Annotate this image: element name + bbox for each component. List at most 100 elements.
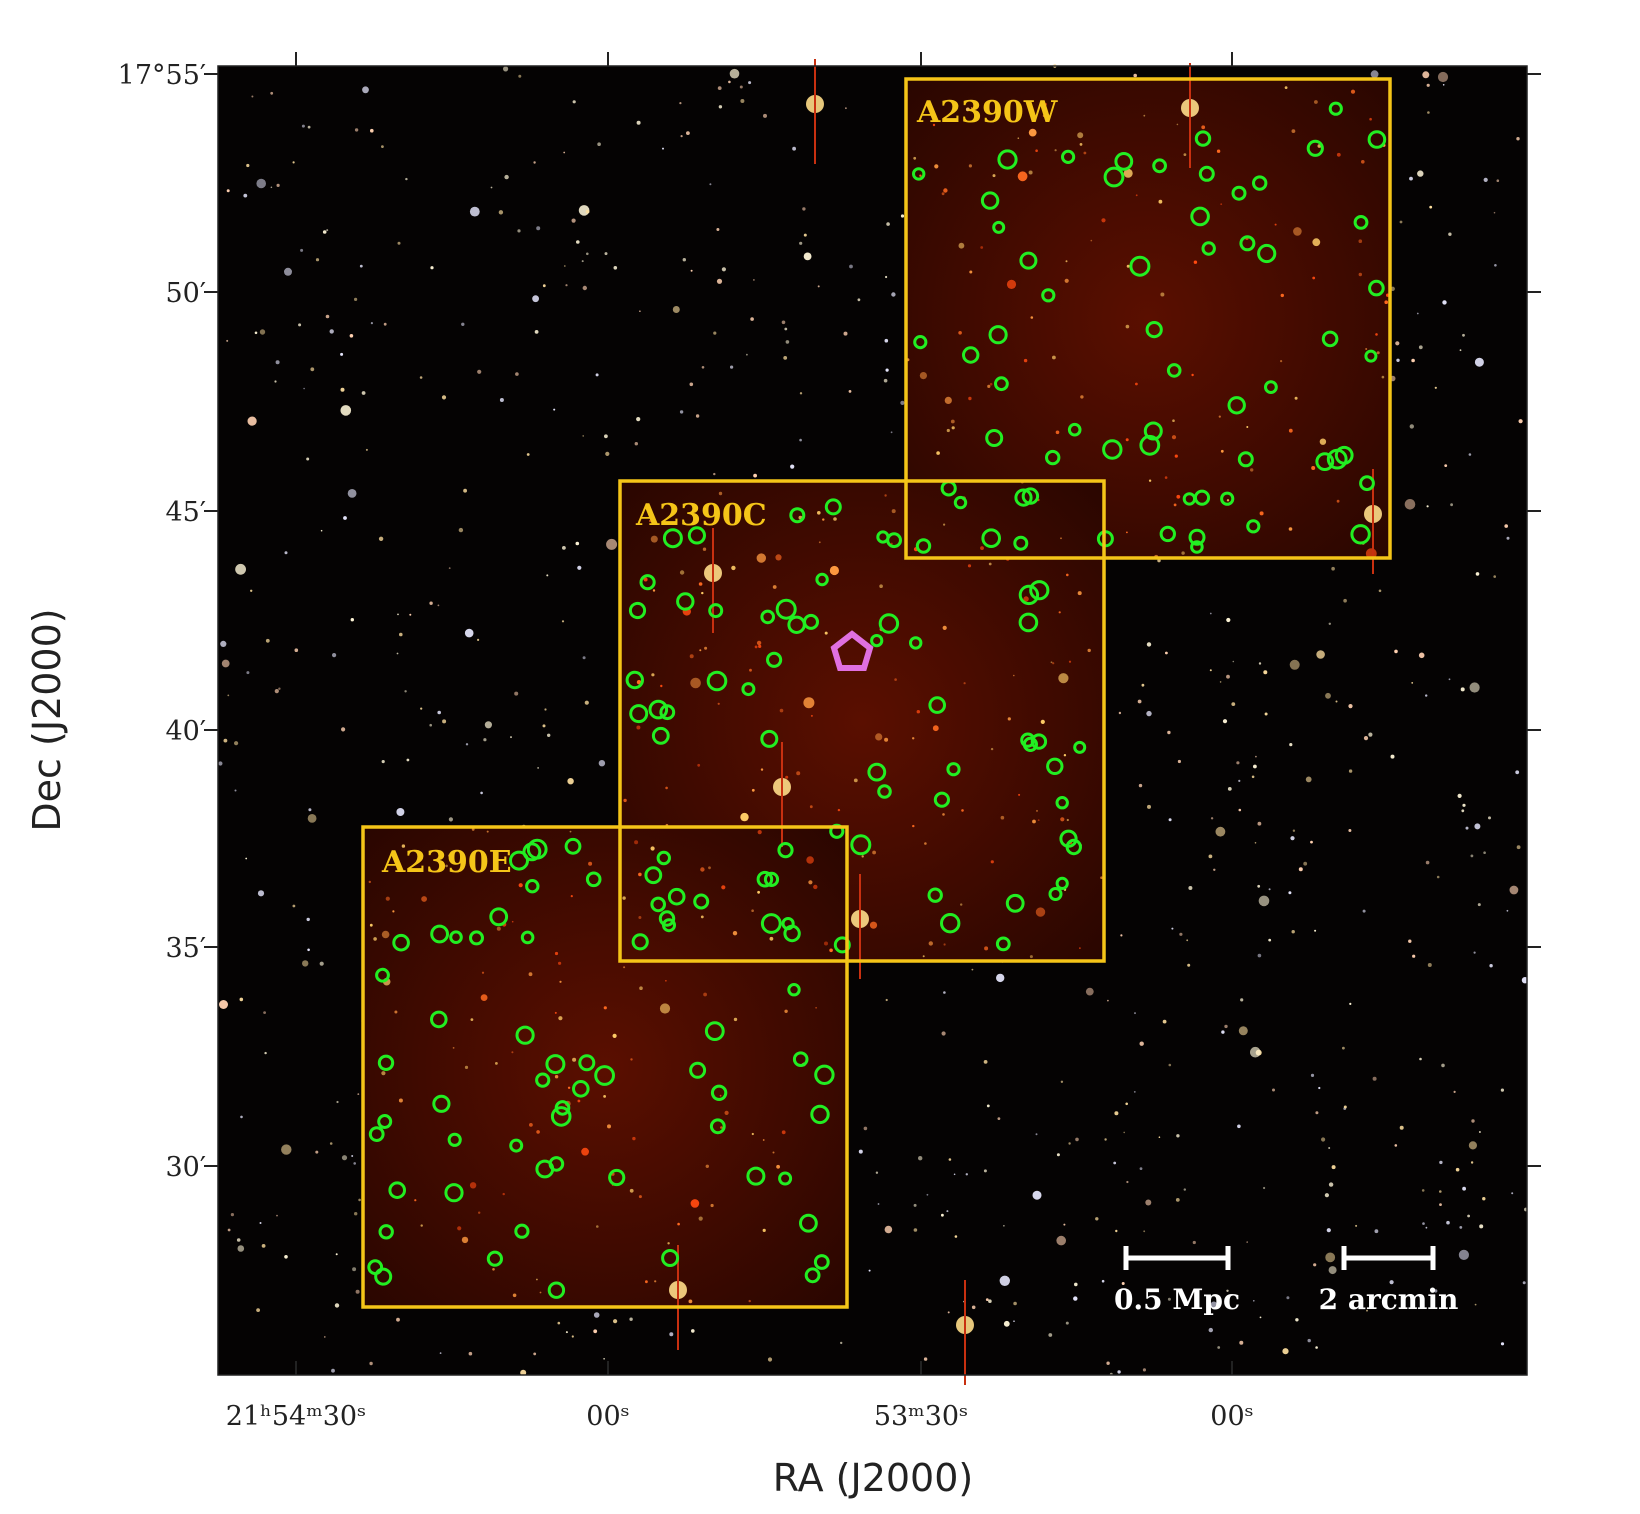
star bbox=[478, 1211, 481, 1214]
star bbox=[837, 808, 841, 812]
star bbox=[947, 1311, 950, 1314]
star bbox=[546, 574, 549, 577]
star bbox=[713, 472, 716, 476]
star bbox=[1384, 300, 1388, 305]
star bbox=[1030, 316, 1034, 319]
member-galaxy bbox=[545, 1054, 566, 1075]
star bbox=[230, 1213, 234, 1217]
star bbox=[340, 352, 344, 356]
star bbox=[1058, 673, 1069, 684]
star bbox=[461, 322, 465, 326]
star bbox=[751, 788, 755, 792]
x-tick-label: 21ʰ54ᵐ30ˢ bbox=[226, 1401, 366, 1432]
star bbox=[916, 710, 920, 714]
star bbox=[1369, 117, 1372, 121]
member-galaxy bbox=[1315, 452, 1335, 472]
star bbox=[1043, 102, 1047, 106]
star bbox=[481, 971, 485, 974]
star bbox=[1135, 382, 1138, 386]
star bbox=[1113, 1161, 1117, 1165]
star bbox=[1017, 137, 1020, 139]
star bbox=[565, 1331, 568, 1334]
star bbox=[781, 320, 786, 325]
star bbox=[1274, 223, 1277, 226]
member-galaxy bbox=[631, 933, 649, 951]
star bbox=[486, 830, 489, 833]
star bbox=[629, 1317, 633, 1321]
star bbox=[1516, 845, 1521, 850]
star bbox=[1409, 424, 1415, 429]
star bbox=[813, 884, 818, 890]
member-galaxy bbox=[1048, 887, 1063, 901]
star bbox=[439, 1352, 442, 1354]
star bbox=[542, 284, 546, 288]
member-galaxy bbox=[430, 1010, 448, 1029]
member-galaxy bbox=[1018, 584, 1040, 606]
star bbox=[1209, 612, 1212, 615]
star bbox=[1139, 1167, 1143, 1170]
star bbox=[1343, 1105, 1347, 1109]
star bbox=[1395, 341, 1400, 346]
star bbox=[294, 648, 299, 652]
member-galaxy bbox=[995, 936, 1011, 952]
star bbox=[1007, 717, 1011, 721]
star bbox=[420, 707, 423, 710]
star bbox=[1482, 1197, 1486, 1201]
star bbox=[965, 1173, 968, 1176]
member-galaxy bbox=[799, 1213, 818, 1233]
star bbox=[469, 1182, 477, 1189]
star bbox=[1450, 503, 1453, 507]
star bbox=[1474, 823, 1481, 830]
member-galaxy bbox=[810, 1104, 830, 1125]
star bbox=[1427, 963, 1432, 967]
star bbox=[1083, 151, 1087, 155]
star bbox=[414, 1199, 417, 1202]
star bbox=[701, 366, 705, 369]
star bbox=[1133, 1091, 1136, 1093]
star bbox=[1066, 818, 1069, 822]
member-galaxy bbox=[1188, 528, 1206, 546]
member-galaxy bbox=[789, 507, 806, 524]
star bbox=[990, 860, 994, 864]
star bbox=[1003, 1320, 1010, 1327]
star bbox=[784, 327, 788, 331]
member-galaxy bbox=[368, 1126, 385, 1142]
star bbox=[690, 269, 693, 272]
star bbox=[1224, 1024, 1228, 1029]
star bbox=[623, 798, 627, 803]
star bbox=[810, 714, 813, 717]
member-galaxy bbox=[1018, 612, 1039, 633]
star bbox=[884, 1225, 893, 1234]
star bbox=[1183, 153, 1187, 157]
star bbox=[762, 1139, 765, 1141]
star bbox=[960, 903, 963, 906]
star bbox=[1148, 479, 1152, 482]
star bbox=[943, 943, 946, 946]
star bbox=[643, 577, 648, 582]
star bbox=[326, 229, 329, 232]
star bbox=[965, 107, 970, 112]
member-galaxy bbox=[515, 1025, 535, 1045]
star bbox=[733, 1017, 738, 1022]
star bbox=[511, 920, 514, 923]
star bbox=[988, 562, 992, 566]
member-galaxy bbox=[876, 530, 890, 544]
member-galaxy bbox=[1231, 185, 1247, 201]
star bbox=[1175, 1198, 1180, 1202]
star bbox=[651, 673, 655, 677]
star bbox=[469, 206, 480, 217]
star bbox=[1462, 803, 1466, 807]
star bbox=[292, 161, 295, 164]
star bbox=[1238, 779, 1241, 783]
member-galaxy bbox=[877, 784, 892, 799]
star bbox=[1238, 1026, 1248, 1036]
star bbox=[767, 1357, 773, 1362]
star bbox=[1378, 589, 1382, 593]
star bbox=[1077, 591, 1082, 596]
star bbox=[518, 74, 522, 78]
star bbox=[1253, 1300, 1255, 1302]
member-galaxy bbox=[1067, 422, 1082, 437]
star bbox=[1085, 987, 1094, 996]
star bbox=[397, 613, 399, 616]
star bbox=[1220, 449, 1224, 453]
